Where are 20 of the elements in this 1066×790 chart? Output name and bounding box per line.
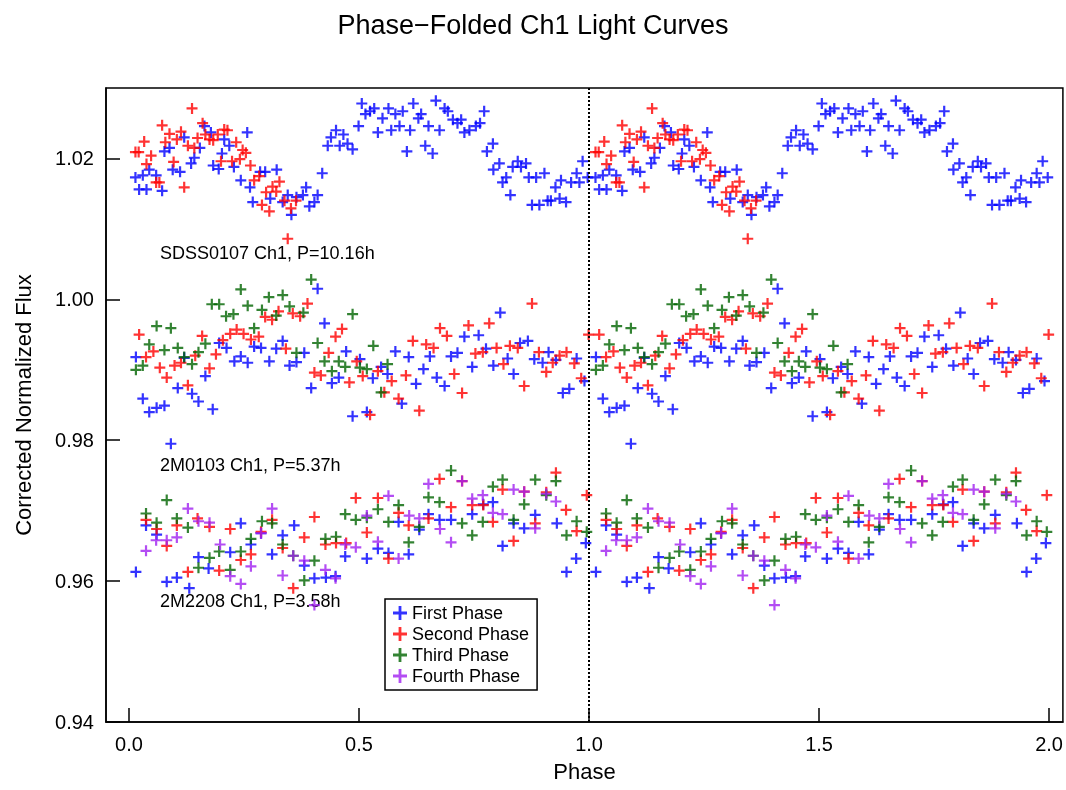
x-tick-label: 1.5 — [805, 733, 833, 755]
y-tick-label: 1.00 — [55, 288, 94, 311]
x-axis-title: Phase — [553, 758, 616, 784]
annotation: 2M2208 Ch1, P=3.58h — [160, 591, 341, 611]
x-tick-label: 0.5 — [345, 733, 373, 755]
legend-label: Third Phase — [412, 645, 510, 665]
x-tick-label: 0.0 — [115, 733, 143, 755]
y-tick-label: 0.96 — [55, 570, 94, 593]
y-tick-label: 1.02 — [55, 147, 94, 170]
legend-label: First Phase — [412, 603, 504, 623]
annotation: SDSS0107 Ch1, P=10.16h — [160, 243, 375, 263]
x-tick-label: 2.0 — [1035, 733, 1063, 755]
x-tick-label: 1.0 — [575, 733, 603, 755]
chart-title: Phase−Folded Ch1 Light Curves — [337, 9, 729, 40]
legend-label: Second Phase — [412, 624, 530, 644]
y-tick-label: 0.98 — [55, 429, 94, 452]
y-tick-label: 0.94 — [55, 711, 94, 733]
annotation: 2M0103 Ch1, P=5.37h — [160, 455, 341, 475]
legend-label: Fourth Phase — [412, 666, 521, 686]
y-axis-title: Corrected Normalized Flux — [10, 274, 36, 536]
